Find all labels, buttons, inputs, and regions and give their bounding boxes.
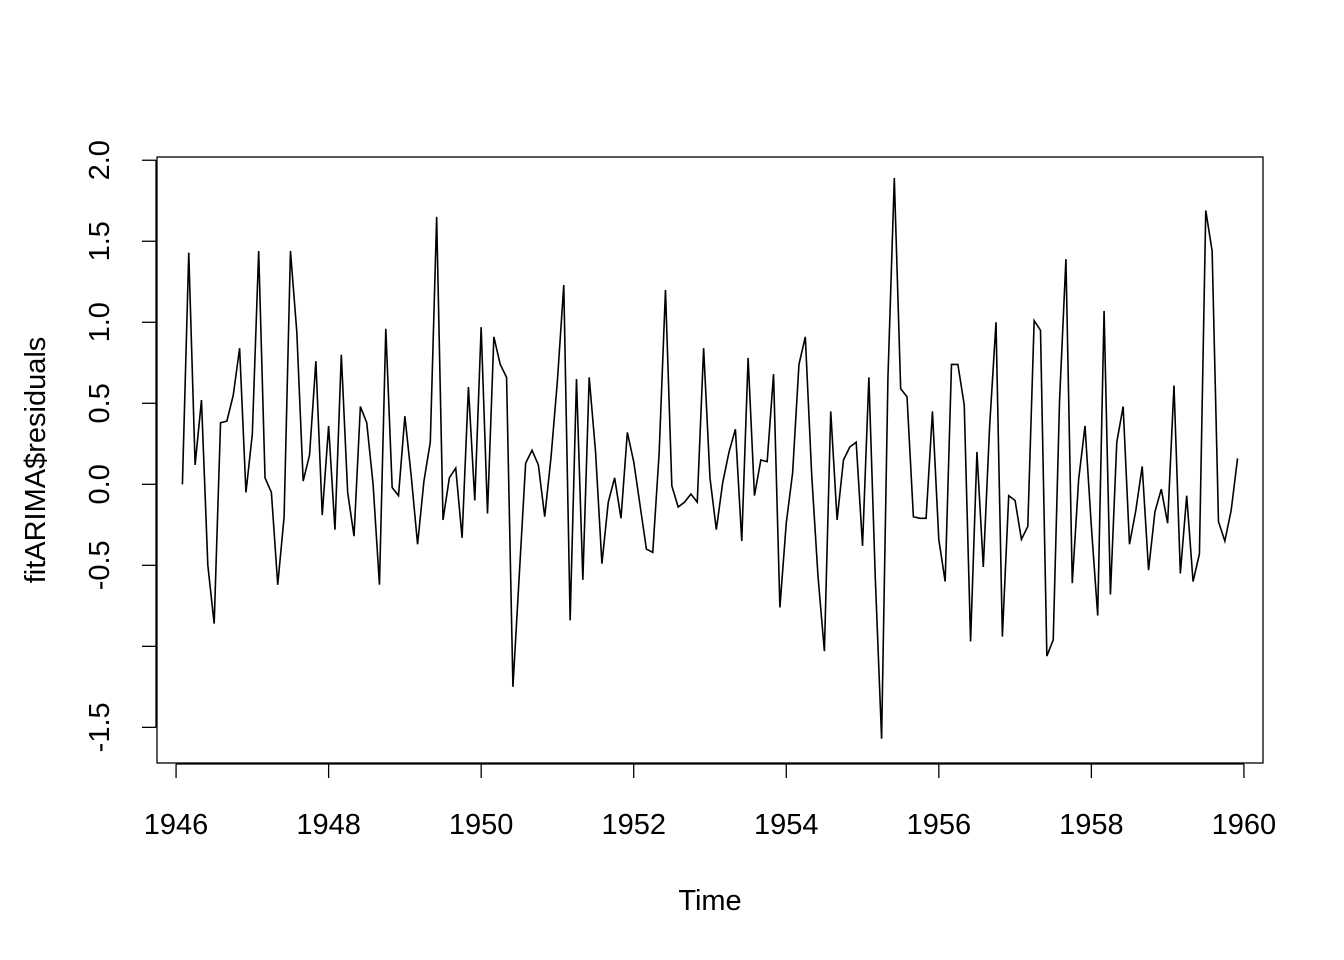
series-group [181,178,1239,739]
residuals-series-line [181,178,1239,739]
x-tick-label: 1956 [907,809,972,841]
x-tick-label: 1948 [296,809,361,841]
x-axis-label: Time [678,885,741,917]
x-tick-label: 1946 [144,809,209,841]
y-tick-label: -0.5 [84,540,116,590]
y-axis: -1.5 -0.5 0.0 0.5 1.0 1.5 2.0 [84,140,157,752]
y-tick-label: 0.0 [84,464,116,504]
x-tick-label: 1954 [754,809,819,841]
plot-box [156,156,1264,764]
y-axis-label: fitARIMA$residuals [20,337,52,584]
x-tick-label: 1952 [601,809,666,841]
x-tick-label: 1958 [1059,809,1124,841]
y-tick-label: 0.5 [84,383,116,423]
y-tick-label: -1.5 [84,702,116,752]
x-tick-label: 1960 [1212,809,1277,841]
y-tick-label: 1.0 [84,302,116,342]
x-tick-label: 1950 [449,809,514,841]
x-axis: 1946 1948 1950 1952 1954 1956 1958 1960 [144,763,1277,841]
y-tick-label: 2.0 [84,140,116,180]
y-tick-label: 1.5 [84,221,116,261]
